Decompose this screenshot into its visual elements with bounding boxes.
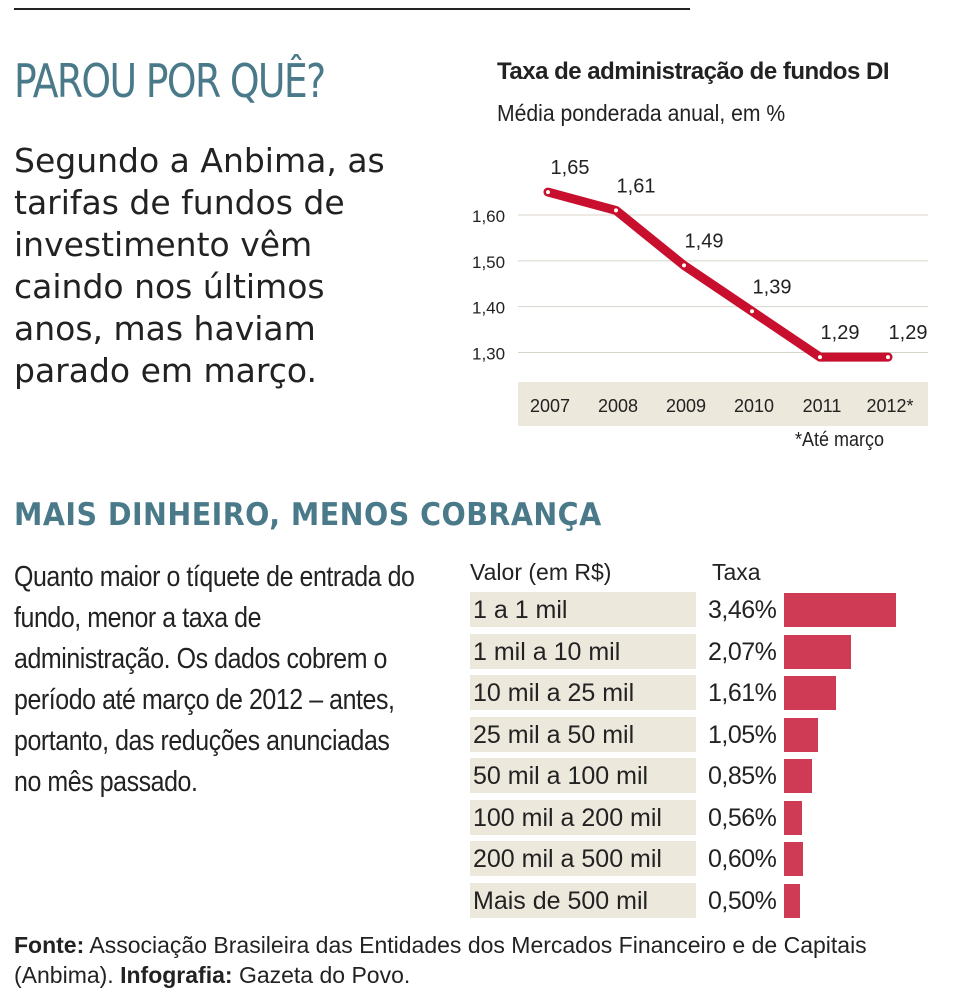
bar <box>784 759 812 793</box>
intro-text: Segundo a Anbima, as tarifas de fundos d… <box>14 141 385 390</box>
data-point <box>750 309 754 314</box>
section-title: MAIS DINHEIRO, MENOS COBRANÇA <box>14 497 602 533</box>
line-chart-title: Taxa de administração de fundos DI <box>497 58 889 85</box>
category-label: 25 mil a 50 mil <box>470 716 696 752</box>
line-chart-subtitle: Média ponderada anual, em % <box>497 100 786 126</box>
bar-chart: 1 a 1 mil 3,46% 1 mil a 10 mil 2,07% 10 mil … <box>470 591 910 923</box>
rate-label: 1,61% <box>708 679 777 707</box>
table-row: 10 mil a 25 mil 1,61% <box>470 674 910 716</box>
rate-label: 0,50% <box>708 886 777 915</box>
column-header-rate: Taxa <box>712 559 761 585</box>
bar <box>784 800 803 835</box>
rate-label: 0,85% <box>708 762 777 790</box>
category-label: 1 mil a 10 mil <box>470 633 696 669</box>
bar <box>784 634 851 669</box>
x-tick-label: 2011 <box>803 396 842 416</box>
data-point <box>546 190 550 195</box>
x-axis-band <box>518 382 928 426</box>
series-line <box>543 187 893 362</box>
category-label: 200 mil a 500 mil <box>470 841 696 876</box>
category-label: 10 mil a 25 mil <box>470 675 696 710</box>
x-tick-label: 2012* <box>866 396 913 416</box>
data-label: 1,65 <box>551 157 590 179</box>
rate-label: 2,07% <box>708 637 777 666</box>
y-tick-label: 1,50 <box>472 253 505 272</box>
bar <box>784 676 837 710</box>
data-label: 1,49 <box>685 230 724 252</box>
source-text: Associação Brasileira das Entidades dos … <box>14 932 867 988</box>
table-row: 1 mil a 10 mil 2,07% <box>470 633 910 675</box>
bar <box>784 883 801 918</box>
table-row: 200 mil a 500 mil 0,60% <box>470 840 910 882</box>
source-label: Fonte: <box>14 932 85 958</box>
line-chart-note: *Até março <box>795 429 885 451</box>
column-header-value: Valor (em R$) <box>470 559 612 585</box>
x-tick-label: 2009 <box>666 396 706 416</box>
credit-text: Gazeta do Povo. <box>238 962 411 988</box>
y-tick-label: 1,60 <box>472 207 505 226</box>
rate-label: 1,05% <box>708 720 777 749</box>
table-row: 50 mil a 100 mil 0,85% <box>470 757 910 799</box>
category-label: 50 mil a 100 mil <box>470 758 696 793</box>
top-rule <box>14 8 690 10</box>
y-tick-label: 1,30 <box>472 345 505 364</box>
data-label: 1,29 <box>889 322 928 344</box>
category-label: 1 a 1 mil <box>470 592 696 627</box>
table-row: 100 mil a 200 mil 0,56% <box>470 799 910 841</box>
rate-label: 3,46% <box>708 596 777 624</box>
x-tick-label: 2010 <box>734 396 774 416</box>
rate-label: 0,56% <box>708 803 777 832</box>
table-row: Mais de 500 mil 0,50% <box>470 882 910 924</box>
credit-label: Infografia: <box>120 962 233 988</box>
data-label: 1,61 <box>617 175 656 197</box>
data-point <box>886 355 890 360</box>
table-row: 25 mil a 50 mil 1,05% <box>470 716 910 758</box>
section-text: Quanto maior o tíquete de entrada do fun… <box>14 561 415 798</box>
footer: Fonte: Associação Brasileira das Entidad… <box>14 930 944 990</box>
rate-label: 0,60% <box>708 845 777 873</box>
x-tick-label: 2007 <box>530 396 570 416</box>
data-point <box>818 355 822 360</box>
data-point <box>682 263 686 268</box>
data-label: 1,29 <box>821 322 860 344</box>
bar <box>784 842 804 876</box>
data-point <box>614 208 618 213</box>
y-tick-label: 1,40 <box>472 299 505 318</box>
table-row: 1 a 1 mil 3,46% <box>470 591 910 633</box>
data-label: 1,39 <box>753 276 792 298</box>
bar <box>784 593 896 627</box>
x-tick-label: 2008 <box>598 396 638 416</box>
page-title: PAROU POR QUÊ? <box>14 54 326 108</box>
bar <box>784 717 818 752</box>
category-label: 100 mil a 200 mil <box>470 799 696 835</box>
line-chart: 1,60 1,50 1,40 1,30 1,65 1,61 1,49 1,39 1,29 1,29… <box>472 157 928 426</box>
category-label: Mais de 500 mil <box>470 882 696 918</box>
